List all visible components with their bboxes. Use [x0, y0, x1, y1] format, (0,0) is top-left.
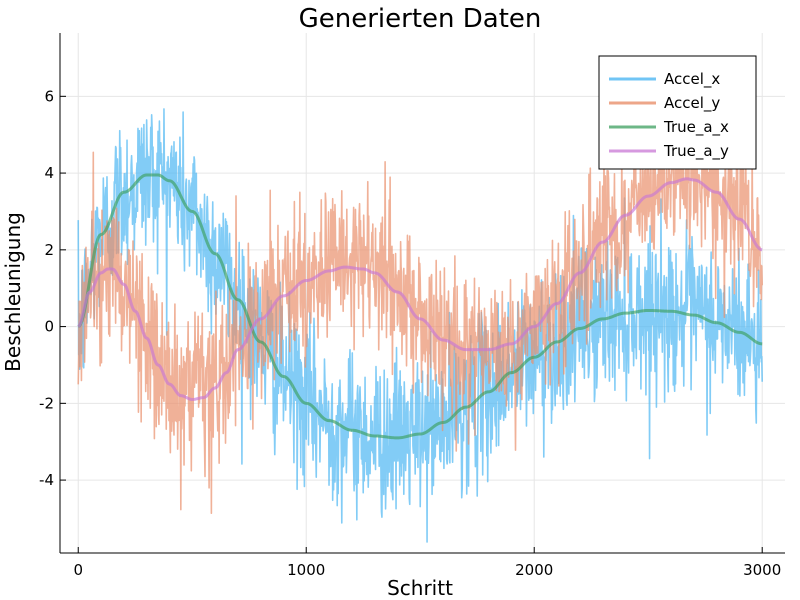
y-tick-label: -2	[39, 394, 54, 412]
x-axis-label: Schritt	[387, 576, 453, 600]
legend-label: True_a_y	[663, 142, 729, 161]
chart-title: Generierten Daten	[299, 4, 542, 34]
y-axis-label: Beschleunigung	[1, 212, 25, 372]
x-tick-label: 2000	[515, 561, 553, 579]
legend: Accel_x Accel_y True_a_x True_a_y	[598, 55, 757, 170]
axes	[59, 33, 785, 554]
y-tick-label: 2	[44, 241, 54, 259]
x-tick-label: 1000	[287, 561, 325, 579]
y-tick-label: -4	[39, 471, 54, 489]
x-tick-label: 3000	[743, 561, 781, 579]
y-tick-label: 0	[44, 318, 54, 336]
legend-label: Accel_y	[664, 94, 720, 113]
series-line-accel-x	[77, 108, 763, 543]
legend-label: True_a_x	[663, 118, 729, 137]
series-line-true-a-x	[77, 173, 763, 440]
y-tick-label: 4	[44, 164, 54, 182]
legend-label: Accel_x	[664, 70, 720, 89]
series-line-true-a-y	[77, 177, 763, 401]
x-tick-label: 0	[73, 561, 83, 579]
ticks: 0 1000 2000 3000 -4 -2 0 2 4 6	[39, 87, 781, 579]
y-tick-label: 6	[44, 87, 54, 105]
